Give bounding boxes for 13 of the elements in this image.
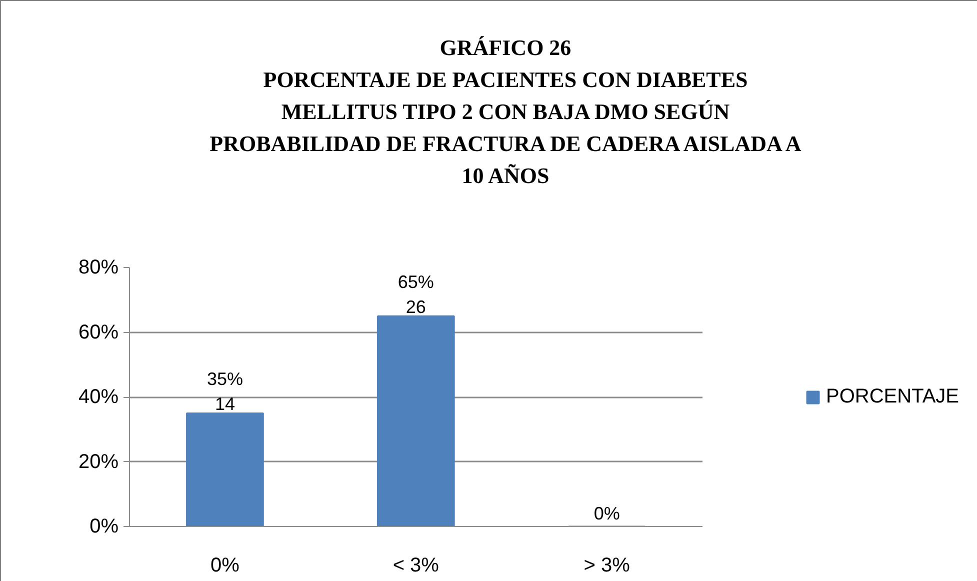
data-label: 65% 26 [398,272,434,318]
x-tick-label: > 3% [584,554,630,576]
y-tick-label: 80% [78,256,119,278]
y-tick-label: 0% [90,516,119,538]
x-tick-label: 0% [210,554,240,576]
legend-label: PORCENTAJE [826,385,959,408]
data-label: 35% 14 [206,369,243,414]
y-tick-label: 60% [78,321,119,344]
chart-title: GRÁFICO 26 PORCENTAJE DE PACIENTES CON DIABETES MELLITUS TIPO 2 CON BAJA DMO SEGÚN PROBABILIDAD DE FRACTURA DE CADERA AISLADA A 10 AÑOS [210,34,802,190]
x-tick-label: < 3% [392,554,440,576]
data-label: 0% [594,504,620,524]
y-tick-label: 20% [78,450,119,473]
y-tick-label: 40% [78,386,119,408]
